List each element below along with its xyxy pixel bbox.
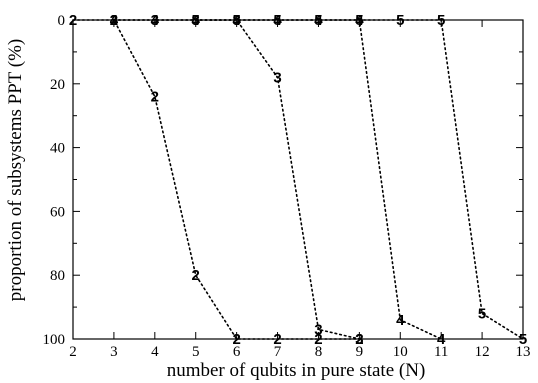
data-point-2: 2 bbox=[273, 331, 281, 348]
data-point-3: 3 bbox=[151, 12, 159, 29]
x-axis-title: number of qubits in pure state (N) bbox=[167, 360, 426, 381]
x-tick-label: 9 bbox=[356, 344, 364, 360]
data-point-2: 2 bbox=[151, 89, 159, 106]
data-point-4: 4 bbox=[396, 312, 405, 329]
data-point-3: 3 bbox=[355, 331, 363, 348]
x-tick-label: 10 bbox=[393, 344, 408, 360]
data-point-5: 5 bbox=[355, 12, 363, 29]
plot-frame bbox=[72, 19, 524, 340]
data-point-5: 5 bbox=[437, 12, 445, 29]
y-tick-label: 40 bbox=[50, 141, 65, 157]
x-tick-label: 11 bbox=[434, 344, 448, 360]
series-line-3 bbox=[113, 19, 361, 340]
data-point-2: 2 bbox=[110, 12, 118, 29]
data-point-4: 4 bbox=[232, 12, 241, 29]
x-tick-label: 2 bbox=[69, 344, 77, 360]
data-point-3: 3 bbox=[232, 12, 240, 29]
x-tick-label: 8 bbox=[315, 344, 323, 360]
x-tick-label: 12 bbox=[475, 344, 490, 360]
data-point-3: 3 bbox=[192, 12, 200, 29]
series-line-5 bbox=[194, 19, 524, 340]
data-point-2: 2 bbox=[69, 12, 77, 29]
x-tick-label: 6 bbox=[233, 344, 241, 360]
data-point-3: 3 bbox=[273, 69, 281, 86]
x-tick-label: 7 bbox=[274, 344, 282, 360]
data-point-5: 5 bbox=[519, 331, 527, 348]
data-point-3: 3 bbox=[110, 12, 118, 29]
data-point-4: 4 bbox=[437, 331, 446, 348]
data-point-5: 5 bbox=[192, 12, 200, 29]
data-point-5: 5 bbox=[314, 12, 322, 29]
data-point-2: 2 bbox=[232, 331, 240, 348]
y-axis-title: proportion of subsystems PPT (%) bbox=[5, 39, 26, 301]
data-point-5: 5 bbox=[232, 12, 240, 29]
data-point-4: 4 bbox=[192, 12, 201, 29]
x-tick-label: 3 bbox=[110, 344, 118, 360]
y-tick-label: 100 bbox=[43, 332, 66, 348]
data-point-5: 5 bbox=[396, 12, 404, 29]
y-tick-label: 80 bbox=[50, 268, 65, 284]
series-line-4 bbox=[113, 19, 442, 340]
axis-ticks bbox=[72, 19, 524, 340]
data-point-3: 3 bbox=[314, 321, 322, 338]
data-point-2: 2 bbox=[314, 331, 322, 348]
data-point-2: 2 bbox=[355, 331, 363, 348]
data-point-5: 5 bbox=[273, 12, 281, 29]
y-tick-label: 20 bbox=[50, 77, 65, 93]
x-tick-label: 13 bbox=[516, 344, 531, 360]
data-point-4: 4 bbox=[151, 12, 160, 29]
data-point-2: 2 bbox=[192, 267, 200, 284]
series-line-2 bbox=[72, 19, 361, 340]
data-point-5: 5 bbox=[478, 305, 486, 322]
plot-border bbox=[72, 19, 524, 340]
data-point-4: 4 bbox=[273, 12, 282, 29]
y-tick-label: 0 bbox=[58, 13, 66, 29]
x-tick-label: 5 bbox=[192, 344, 200, 360]
x-tick-label: 4 bbox=[151, 344, 159, 360]
data-point-4: 4 bbox=[314, 12, 323, 29]
data-point-4: 4 bbox=[110, 12, 119, 29]
series-lines bbox=[72, 19, 524, 340]
data-point-4: 4 bbox=[355, 12, 364, 29]
y-tick-label: 60 bbox=[50, 204, 65, 220]
